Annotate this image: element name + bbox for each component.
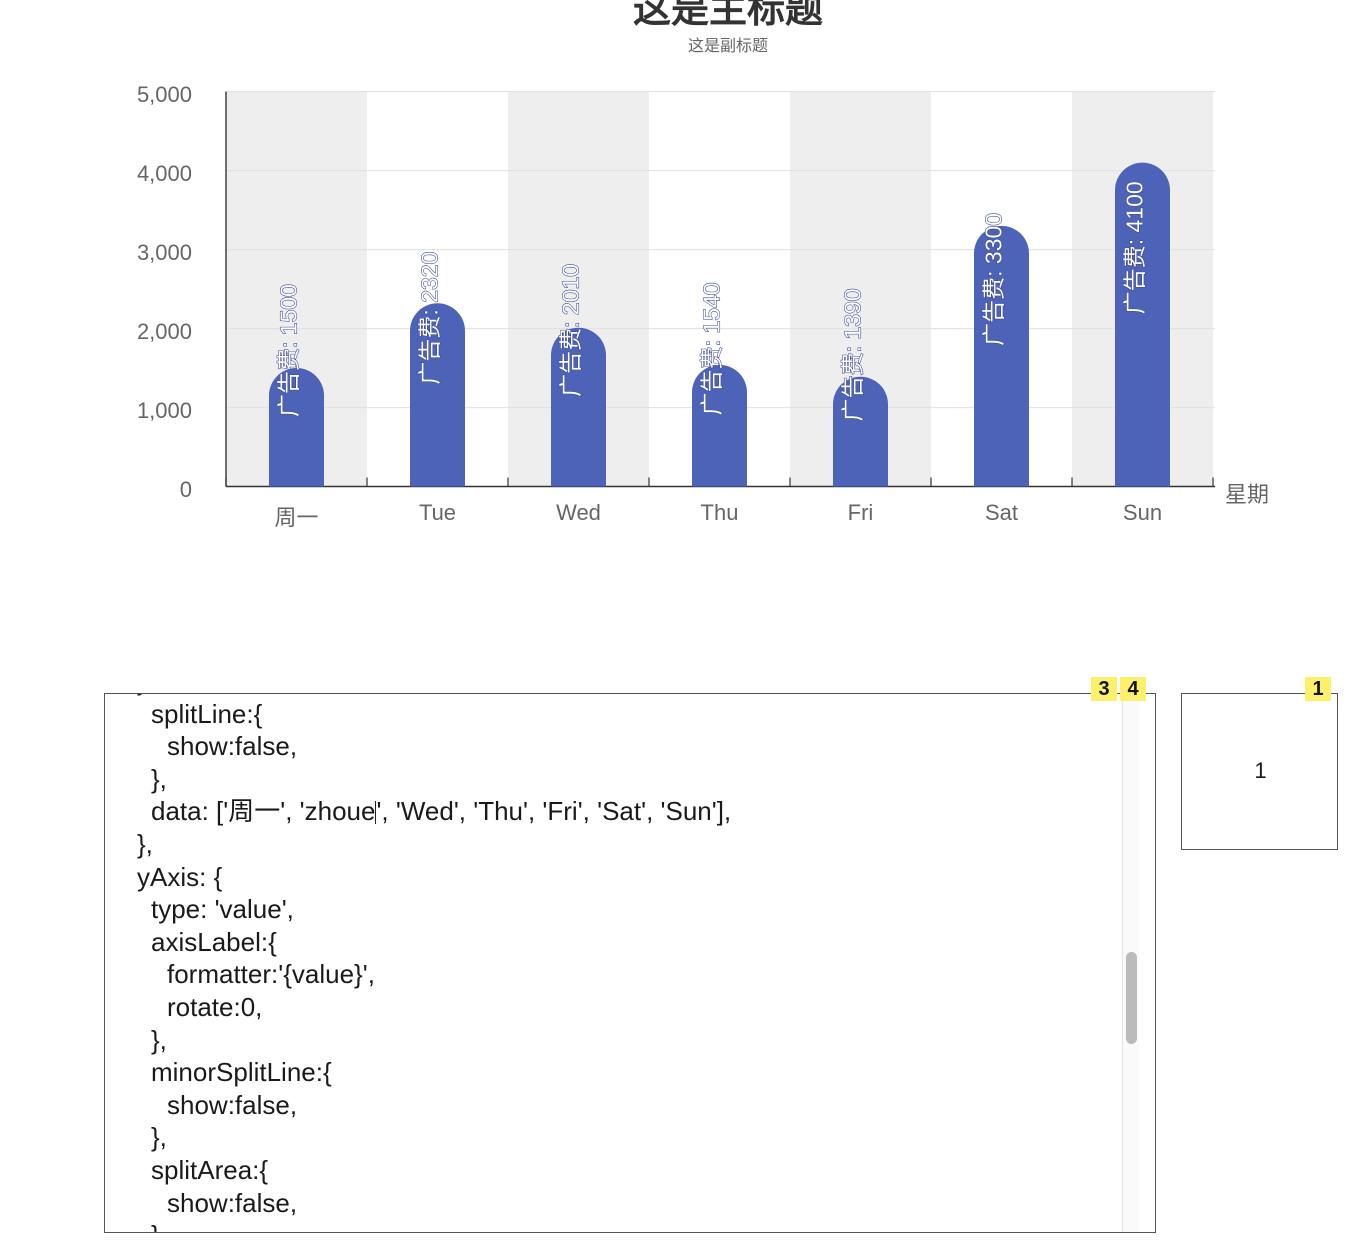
svg-text:广告费: 1500: 广告费: 1500 xyxy=(276,284,302,417)
svg-text:广告费: 1390: 广告费: 1390 xyxy=(840,288,866,421)
svg-text:广告费: 3300: 广告费: 3300 xyxy=(981,213,1007,346)
svg-text:广告费: 2320: 广告费: 2320 xyxy=(417,252,443,385)
svg-text:广告费: 4100: 广告费: 4100 xyxy=(1122,181,1148,314)
svg-text:广告费: 2010: 广告费: 2010 xyxy=(558,264,584,397)
svg-text:广告费: 1540: 广告费: 1540 xyxy=(699,282,725,415)
